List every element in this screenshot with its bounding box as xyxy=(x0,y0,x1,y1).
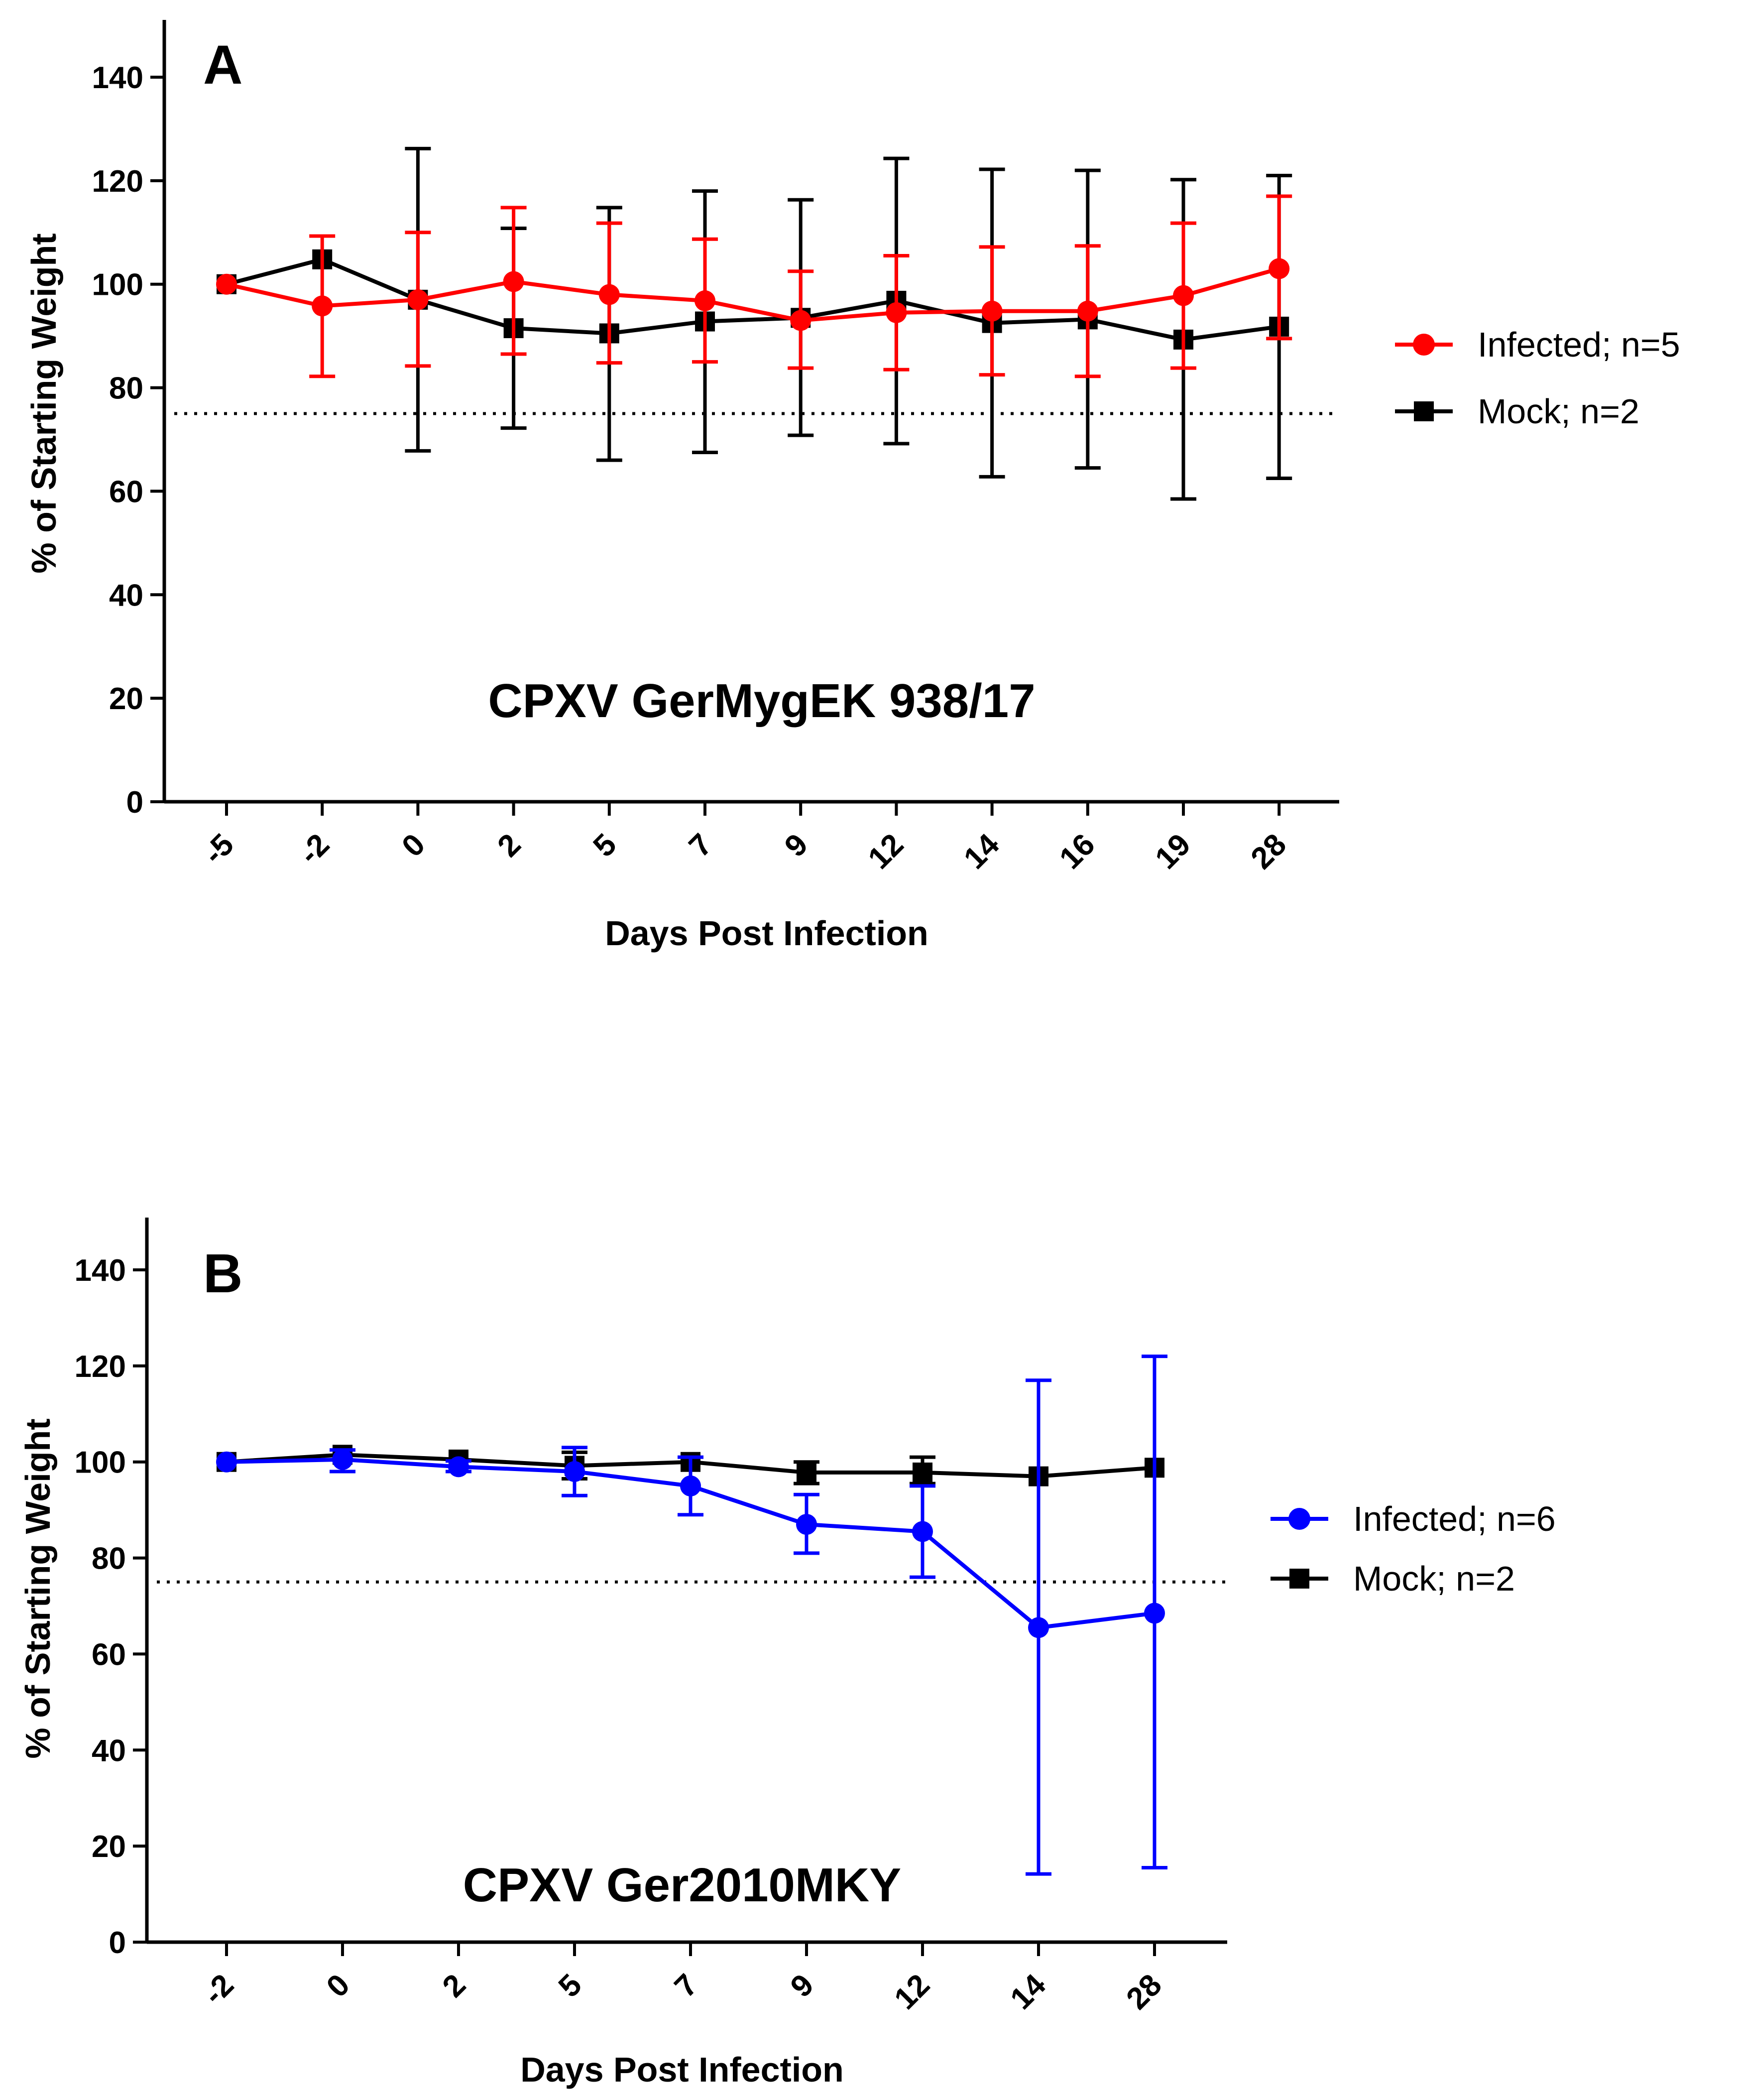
b-mock-point xyxy=(913,1462,932,1482)
b-infected-point xyxy=(448,1456,469,1478)
a-infected-point xyxy=(216,273,237,295)
panel-b-axes: 0 20 40 60 80 100 120 140 xyxy=(75,1218,1227,1960)
a-x-tick-label: 2 xyxy=(491,827,527,864)
a-y-tick-label: 20 xyxy=(109,682,143,716)
b-y-tick-label: 100 xyxy=(75,1446,126,1480)
b-x-tick-label: 9 xyxy=(784,1968,820,2004)
panel-a-legend: Infected; n=5 Mock; n=2 xyxy=(1395,325,1680,431)
panel-a-letter: A xyxy=(203,34,242,96)
b-series-infected xyxy=(216,1355,1167,1876)
panel-a-chart: A CPXV GerMygEK 938/17 Days Post Infecti… xyxy=(24,20,1680,953)
panel-a-y-axis-title: % of Starting Weight xyxy=(24,233,63,573)
panel-b-chart: B CPXV Ger2010MKY Days Post Infection % … xyxy=(18,1218,1556,2089)
a-y-tick-label: 60 xyxy=(109,475,143,509)
a-y-tick-label: 140 xyxy=(92,61,143,95)
legend-a-mock-label: Mock; n=2 xyxy=(1478,392,1639,431)
a-y-tick-label: 100 xyxy=(92,268,143,302)
legend-a-infected-marker xyxy=(1413,334,1435,356)
a-infected-point xyxy=(1269,258,1290,279)
panel-a-series xyxy=(216,146,1292,501)
b-infected-point xyxy=(564,1461,585,1482)
a-x-tick-label: -5 xyxy=(197,827,240,871)
a-x-tick-label: 12 xyxy=(862,827,911,876)
a-y-tick-label: 40 xyxy=(109,578,143,613)
a-x-tick-label: 5 xyxy=(587,827,623,864)
legend-a-mock-marker xyxy=(1414,401,1434,421)
legend-b-infected-marker xyxy=(1288,1508,1310,1530)
legend-b-mock-label: Mock; n=2 xyxy=(1353,1559,1515,1598)
a-x-tick-label: 7 xyxy=(683,827,719,864)
a-infected-point xyxy=(1077,300,1098,322)
legend-b-mock-marker xyxy=(1289,1569,1309,1589)
a-series-mock xyxy=(217,146,1292,501)
a-x-tick-label: 14 xyxy=(957,827,1006,876)
b-x-tick-label: -2 xyxy=(197,1968,240,2011)
panel-a-x-axis-title: Days Post Infection xyxy=(605,914,928,953)
panel-b-y-axis-title: % of Starting Weight xyxy=(18,1418,57,1758)
a-x-tick-label: 0 xyxy=(395,827,432,864)
b-infected-point xyxy=(1028,1617,1049,1638)
panel-a-x-ticks: -5 -2 0 2 5 7 9 12 14 16 19 28 xyxy=(197,802,1293,876)
a-series-infected xyxy=(216,194,1292,378)
b-infected-point xyxy=(680,1475,701,1496)
panel-b-x-ticks: -2 0 2 5 7 9 12 14 28 xyxy=(197,1942,1168,2016)
b-x-tick-label: 0 xyxy=(320,1968,356,2004)
a-infected-point xyxy=(1173,285,1194,306)
b-y-tick-label: 120 xyxy=(75,1350,126,1384)
b-y-tick-label: 0 xyxy=(109,1926,126,1960)
b-x-tick-label: 12 xyxy=(888,1968,936,2016)
b-infected-point xyxy=(1144,1603,1165,1624)
b-infected-point xyxy=(912,1521,933,1542)
panel-b-x-axis-title: Days Post Infection xyxy=(520,2050,844,2089)
b-y-tick-label: 40 xyxy=(92,1733,126,1768)
b-y-tick-label: 20 xyxy=(92,1830,126,1864)
a-infected-point xyxy=(312,295,333,317)
a-x-tick-label: -2 xyxy=(292,827,336,871)
a-infected-point xyxy=(407,289,429,310)
b-y-tick-label: 80 xyxy=(92,1542,126,1576)
a-infected-line xyxy=(226,266,1280,323)
a-infected-point xyxy=(981,300,1003,322)
panel-a-axes: 0 20 40 60 80 100 120 140 xyxy=(92,20,1339,820)
a-infected-point xyxy=(886,302,907,323)
panel-a-annotation: CPXV GerMygEK 938/17 xyxy=(488,674,1035,728)
a-y-tick-label: 0 xyxy=(126,785,143,820)
panel-b-annotation: CPXV Ger2010MKY xyxy=(463,1858,901,1912)
a-infected-point xyxy=(598,284,620,305)
a-infected-point xyxy=(790,310,811,331)
legend-a-infected-label: Infected; n=5 xyxy=(1478,325,1680,364)
b-x-tick-label: 2 xyxy=(436,1968,472,2004)
a-x-tick-label: 9 xyxy=(778,827,814,864)
panel-b-legend: Infected; n=6 Mock; n=2 xyxy=(1271,1499,1556,1598)
b-infected-point xyxy=(332,1449,353,1470)
panel-b-series xyxy=(216,1355,1167,1876)
b-x-tick-label: 5 xyxy=(552,1968,588,2004)
legend-b-infected-label: Infected; n=6 xyxy=(1353,1499,1556,1538)
a-x-tick-label: 16 xyxy=(1053,827,1102,876)
b-x-tick-label: 7 xyxy=(668,1968,704,2004)
b-infected-point xyxy=(216,1451,237,1473)
b-infected-point xyxy=(796,1514,817,1535)
a-x-tick-label: 28 xyxy=(1245,827,1293,876)
a-x-tick-label: 19 xyxy=(1149,827,1197,876)
b-y-tick-label: 60 xyxy=(92,1637,126,1672)
b-mock-point xyxy=(797,1462,816,1482)
b-x-tick-label: 28 xyxy=(1120,1968,1168,2016)
b-x-tick-label: 14 xyxy=(1004,1968,1052,2016)
b-y-tick-label: 140 xyxy=(75,1253,126,1288)
a-infected-point xyxy=(695,290,715,311)
a-y-tick-label: 80 xyxy=(109,371,143,406)
a-y-tick-label: 120 xyxy=(92,164,143,199)
panel-b-letter: B xyxy=(203,1243,242,1304)
a-mock-line xyxy=(226,257,1279,342)
a-infected-point xyxy=(503,271,524,292)
